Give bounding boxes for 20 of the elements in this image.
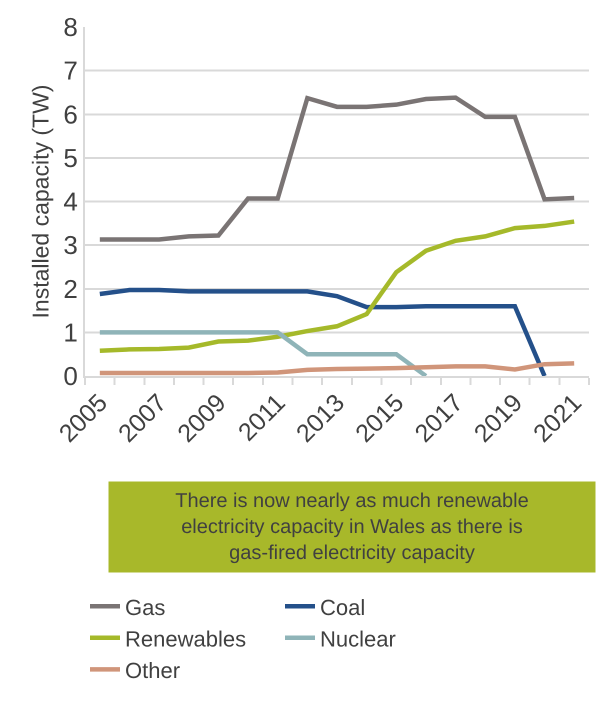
y-tick-label: 0 xyxy=(63,361,78,392)
y-tick-label: 3 xyxy=(63,230,78,260)
y-tick-label: 5 xyxy=(63,142,78,173)
legend-label: Renewables xyxy=(125,626,246,652)
y-tick-label: 7 xyxy=(63,56,78,86)
y-axis-title: Installed capacity (TW) xyxy=(27,84,54,318)
y-tick-label: 2 xyxy=(63,274,78,304)
y-tick-label: 4 xyxy=(63,186,78,217)
y-tick-label: 6 xyxy=(63,99,78,130)
line-series xyxy=(98,95,576,242)
legend-label: Other xyxy=(125,658,180,683)
line-series xyxy=(98,288,547,376)
legend-label: Gas xyxy=(125,594,166,620)
legend-label: Nuclear xyxy=(320,626,396,652)
text: There is now nearly as much renewable electricity capacity in Wales as there is gas-fired electricity capacity xyxy=(175,490,529,564)
line-series xyxy=(98,219,576,353)
line-series xyxy=(98,361,576,376)
y-tick-label: 8 xyxy=(63,12,78,42)
y-tick-label: 1 xyxy=(63,317,78,348)
legend-label: Coal xyxy=(320,594,366,620)
